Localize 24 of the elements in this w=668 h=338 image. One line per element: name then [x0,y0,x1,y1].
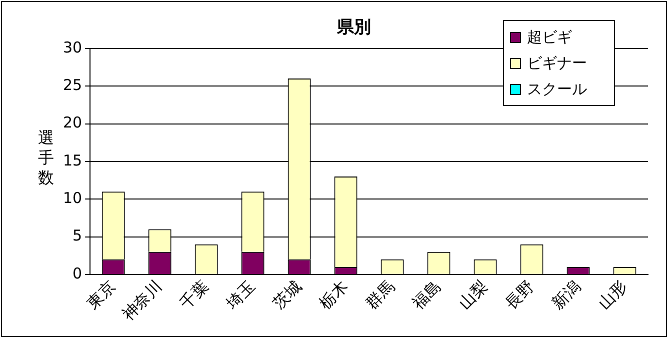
x-tick-label: 神奈川 [118,276,166,324]
x-tick-label: 新潟 [548,276,584,313]
x-tick-label: 東京 [83,276,120,313]
x-tick-label: 栃木 [316,276,352,313]
y-tick-label: 20 [62,114,82,132]
x-tick-label: 茨城 [269,276,306,313]
y-tick-label: 10 [62,189,82,208]
x-tick-label: 山形 [594,276,631,313]
x-tick-label: 長野 [501,276,538,313]
x-tick-label: 山梨 [454,276,492,313]
x-tick-label: 埼玉 [222,276,259,314]
y-tick-label: 5 [72,226,82,245]
legend-label: ビギナー [527,54,587,72]
x-tick-label: 千葉 [176,276,212,313]
y-tick-label: 25 [62,76,82,94]
y-tick-label: 0 [72,264,82,282]
x-tick-label: 群馬 [362,276,398,313]
y-tick-label: 30 [62,38,82,56]
y-axis-title: 選手数 [37,128,55,188]
legend-label: 超ビギ [527,28,572,46]
x-tick-label: 福島 [408,276,445,313]
chart-title: 県別 [336,18,371,38]
legend-label: スクール [527,80,587,98]
y-tick-label: 15 [62,151,82,170]
